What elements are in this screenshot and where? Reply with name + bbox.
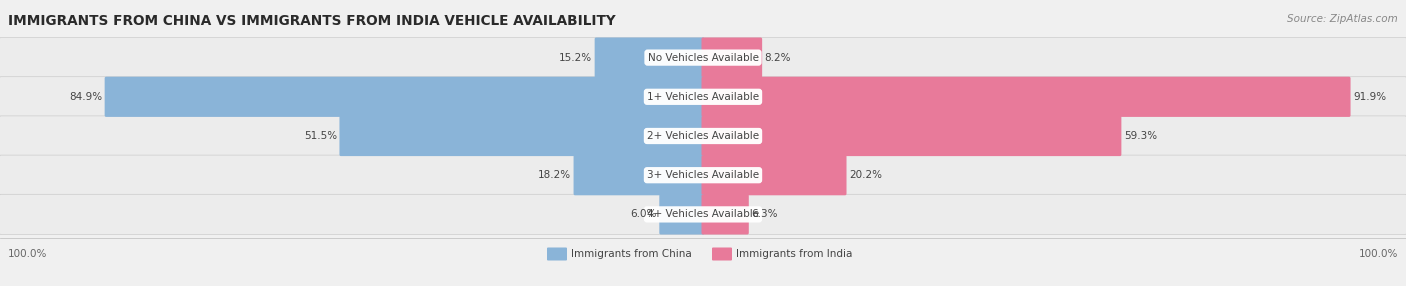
- FancyBboxPatch shape: [0, 77, 1406, 117]
- Text: 6.3%: 6.3%: [751, 209, 778, 219]
- FancyBboxPatch shape: [339, 116, 704, 156]
- FancyBboxPatch shape: [547, 247, 567, 261]
- Text: 6.0%: 6.0%: [630, 209, 657, 219]
- FancyBboxPatch shape: [574, 155, 704, 195]
- FancyBboxPatch shape: [711, 247, 733, 261]
- FancyBboxPatch shape: [702, 37, 762, 78]
- FancyBboxPatch shape: [659, 194, 704, 235]
- Text: 51.5%: 51.5%: [304, 131, 337, 141]
- Text: 84.9%: 84.9%: [69, 92, 103, 102]
- Text: Immigrants from India: Immigrants from India: [735, 249, 852, 259]
- Text: 59.3%: 59.3%: [1123, 131, 1157, 141]
- Text: No Vehicles Available: No Vehicles Available: [648, 53, 758, 63]
- Text: 1+ Vehicles Available: 1+ Vehicles Available: [647, 92, 759, 102]
- Text: IMMIGRANTS FROM CHINA VS IMMIGRANTS FROM INDIA VEHICLE AVAILABILITY: IMMIGRANTS FROM CHINA VS IMMIGRANTS FROM…: [8, 14, 616, 28]
- FancyBboxPatch shape: [702, 116, 1122, 156]
- Text: 20.2%: 20.2%: [849, 170, 882, 180]
- FancyBboxPatch shape: [702, 77, 1351, 117]
- FancyBboxPatch shape: [0, 155, 1406, 195]
- Text: 8.2%: 8.2%: [765, 53, 792, 63]
- Text: Immigrants from China: Immigrants from China: [571, 249, 692, 259]
- FancyBboxPatch shape: [702, 194, 749, 235]
- Text: 100.0%: 100.0%: [8, 249, 48, 259]
- Text: 100.0%: 100.0%: [1358, 249, 1398, 259]
- Text: 2+ Vehicles Available: 2+ Vehicles Available: [647, 131, 759, 141]
- Text: 91.9%: 91.9%: [1353, 92, 1386, 102]
- FancyBboxPatch shape: [0, 116, 1406, 156]
- Text: 18.2%: 18.2%: [538, 170, 571, 180]
- FancyBboxPatch shape: [104, 77, 704, 117]
- FancyBboxPatch shape: [0, 194, 1406, 235]
- Text: 3+ Vehicles Available: 3+ Vehicles Available: [647, 170, 759, 180]
- Text: 4+ Vehicles Available: 4+ Vehicles Available: [647, 209, 759, 219]
- Text: Source: ZipAtlas.com: Source: ZipAtlas.com: [1288, 14, 1398, 24]
- Text: 15.2%: 15.2%: [560, 53, 592, 63]
- FancyBboxPatch shape: [0, 37, 1406, 78]
- FancyBboxPatch shape: [702, 155, 846, 195]
- FancyBboxPatch shape: [595, 37, 704, 78]
